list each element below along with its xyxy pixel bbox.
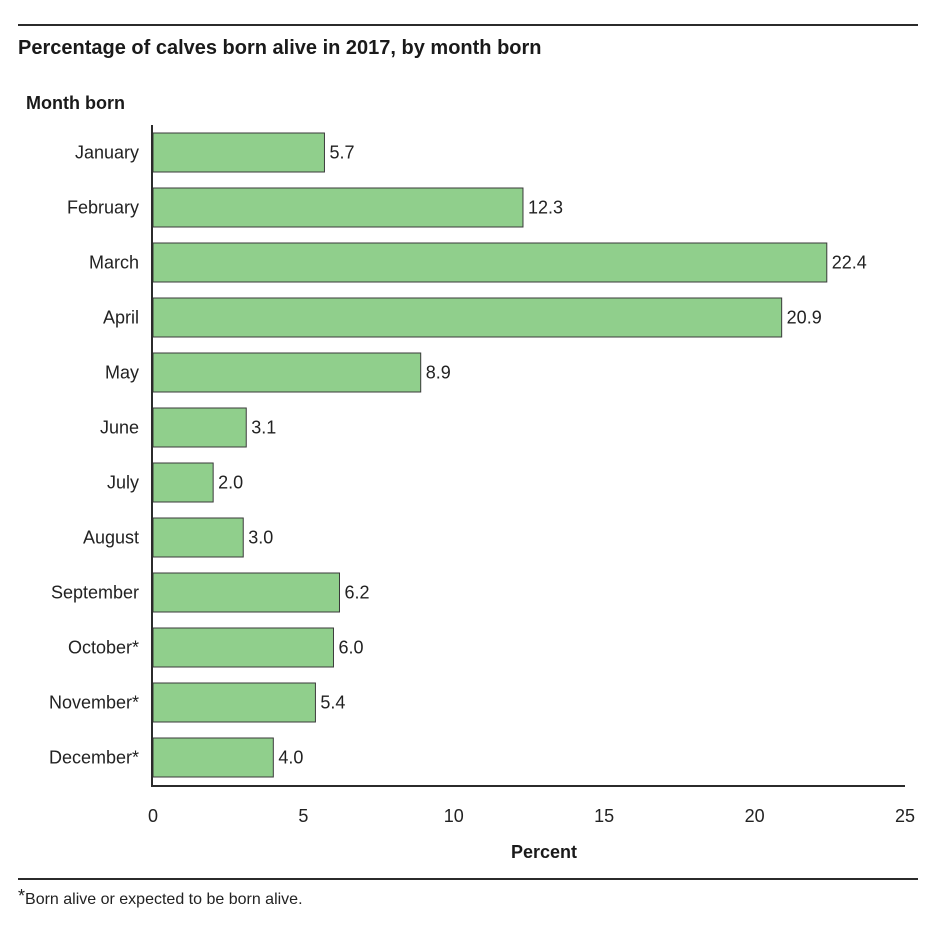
data-label: 2.0 <box>218 473 243 493</box>
bar <box>152 297 783 338</box>
y-tick-label: March <box>89 253 139 273</box>
y-tick-label: December* <box>49 748 139 768</box>
y-tick-label: February <box>67 198 139 218</box>
bar <box>152 242 828 283</box>
data-label: 6.0 <box>338 638 363 658</box>
bar <box>152 352 422 393</box>
x-tick-label: 5 <box>298 806 308 826</box>
footnote: *Born alive or expected to be born alive… <box>18 886 303 909</box>
chart-title: Percentage of calves born alive in 2017,… <box>18 37 542 59</box>
y-tick-label: November* <box>49 693 139 713</box>
x-tick-label: 20 <box>745 806 765 826</box>
bar <box>152 462 214 503</box>
y-tick-label: January <box>75 143 139 163</box>
y-tick-label: July <box>107 473 139 493</box>
data-label: 8.9 <box>426 363 451 383</box>
y-axis-title: Month born <box>26 93 125 113</box>
bar <box>152 737 274 778</box>
data-label: 5.4 <box>320 693 345 713</box>
bar <box>152 187 524 228</box>
data-label: 3.1 <box>251 418 276 438</box>
bar <box>152 682 316 723</box>
bar <box>152 132 325 173</box>
y-tick-label: June <box>100 418 139 438</box>
bar <box>152 627 334 668</box>
data-label: 5.7 <box>329 143 354 163</box>
bar <box>152 517 244 558</box>
y-tick-label: April <box>103 308 139 328</box>
y-tick-label: October* <box>68 638 139 658</box>
footnote-text: Born alive or expected to be born alive. <box>25 891 303 908</box>
y-tick-label: September <box>51 583 139 603</box>
x-tick-label: 15 <box>594 806 614 826</box>
data-label: 4.0 <box>278 748 303 768</box>
footnote-marker: * <box>18 886 26 906</box>
top-rule <box>18 24 918 26</box>
data-label: 20.9 <box>787 308 822 328</box>
x-axis-title: Percent <box>511 842 577 862</box>
data-label: 22.4 <box>832 253 867 273</box>
y-tick-label: May <box>105 363 139 383</box>
bar <box>152 407 247 448</box>
x-tick-label: 0 <box>148 806 158 826</box>
y-tick-label: August <box>83 528 139 548</box>
bottom-rule <box>18 878 918 880</box>
x-tick-label: 10 <box>444 806 464 826</box>
bar <box>152 572 340 613</box>
x-tick-label: 25 <box>895 806 915 826</box>
data-label: 6.2 <box>344 583 369 603</box>
data-label: 3.0 <box>248 528 273 548</box>
data-label: 12.3 <box>528 198 563 218</box>
